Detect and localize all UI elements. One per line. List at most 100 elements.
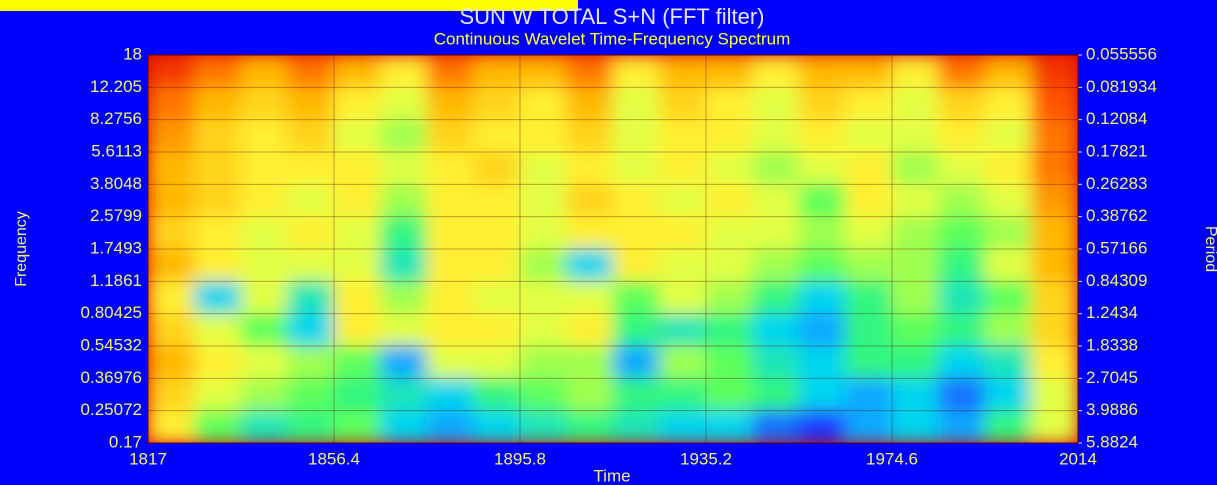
heatmap-cell: [612, 216, 660, 250]
heatmap-cell: [473, 86, 521, 121]
heatmap-cell: [891, 183, 939, 218]
y-tick-label: 12.205: [90, 77, 142, 96]
heatmap-cell: [148, 248, 195, 282]
heatmap-cell: [845, 377, 893, 412]
y2-tick-label: 0.081934: [1086, 77, 1157, 96]
y-tick-label: 8.2756: [90, 109, 142, 128]
y-tick-label: 18: [123, 44, 142, 63]
heatmap-cell: [333, 119, 381, 153]
heatmap-cell: [984, 86, 1032, 121]
heatmap-cell: [798, 313, 846, 347]
heatmap-cell: [333, 377, 381, 412]
heatmap-cell: [845, 313, 893, 347]
heatmap-cell: [333, 410, 381, 443]
heatmap-cell: [566, 345, 614, 379]
heatmap-cell: [984, 345, 1032, 379]
y-tick-label: 0.80425: [81, 303, 142, 322]
heatmap-cell: [426, 280, 474, 315]
heatmap-cell: [659, 216, 707, 250]
heatmap-cell: [705, 216, 753, 250]
heatmap-cell: [984, 410, 1032, 443]
heatmap-cell: [519, 345, 567, 379]
heatmap-cell: [566, 151, 614, 185]
heatmap-cell: [1031, 280, 1078, 315]
heatmap-cell: [891, 345, 939, 379]
heatmap-cell: [380, 183, 428, 218]
heatmap-cell: [845, 280, 893, 315]
heatmap-cell: [287, 313, 335, 347]
heatmap-cell: [984, 151, 1032, 185]
heatmap-cell: [566, 280, 614, 315]
axes: 18 12.205 8.2756 5.6113 3.8048 2.5799 1.7493 1.…: [81, 44, 1157, 468]
heatmap-cell: [612, 119, 660, 153]
heatmap-cell: [1031, 410, 1078, 443]
heatmap-cell: [148, 183, 195, 218]
heatmap-cell: [984, 183, 1032, 218]
heatmap-cell: [659, 55, 707, 88]
heatmap-cell: [566, 410, 614, 443]
heatmap-cell: [194, 119, 242, 153]
heatmap-cell: [659, 86, 707, 121]
heatmap-cell: [1031, 119, 1078, 153]
y2-tick-label: 1.2434: [1086, 303, 1138, 322]
heatmap-cell: [240, 55, 288, 88]
heatmap-cell: [845, 55, 893, 88]
heatmap-cell: [984, 280, 1032, 315]
chart-subtitle: Continuous Wavelet Time-Frequency Spectr…: [434, 29, 791, 48]
heatmap-cell: [240, 119, 288, 153]
heatmap-cell: [891, 216, 939, 250]
heatmap-cell: [426, 377, 474, 412]
heatmap-cell: [380, 151, 428, 185]
heatmap-cell: [891, 313, 939, 347]
heatmap-cell: [752, 377, 800, 412]
heatmap-cell: [938, 86, 986, 121]
y2-tick-label: 2.7045: [1086, 368, 1138, 387]
heatmap-cell: [705, 86, 753, 121]
heatmap-cell: [333, 313, 381, 347]
heatmap-cell: [380, 410, 428, 443]
heatmap-cell: [473, 377, 521, 412]
heatmap-cell: [194, 151, 242, 185]
heatmap-cell: [240, 280, 288, 315]
heatmap-cell: [705, 248, 753, 282]
heatmap-cell: [984, 119, 1032, 153]
heatmap-cell: [473, 216, 521, 250]
heatmap-cell: [845, 151, 893, 185]
heatmap-cell: [1031, 345, 1078, 379]
heatmap-cell: [891, 280, 939, 315]
y2-tick-label: 0.38762: [1086, 206, 1147, 225]
heatmap-cells: [148, 55, 1078, 443]
heatmap-cell: [984, 55, 1032, 88]
heatmap-cell: [287, 248, 335, 282]
heatmap-cell: [380, 313, 428, 347]
heatmap-cell: [287, 183, 335, 218]
heatmap-cell: [473, 280, 521, 315]
heatmap-cell: [659, 183, 707, 218]
heatmap-cell: [845, 248, 893, 282]
heatmap-cell: [380, 119, 428, 153]
heatmap-cell: [566, 86, 614, 121]
heatmap-cell: [519, 183, 567, 218]
heatmap-cell: [752, 183, 800, 218]
heatmap-cell: [891, 377, 939, 412]
heatmap-cell: [148, 151, 195, 185]
y2-tick-label: 1.8338: [1086, 335, 1138, 354]
plot-border: [147, 54, 1079, 444]
header-strip: [0, 0, 578, 11]
heatmap-cell: [612, 86, 660, 121]
heatmap-cell: [240, 151, 288, 185]
x-tick-label: 1935.2: [680, 449, 732, 468]
heatmap-cell: [519, 280, 567, 315]
x-tick-label: 1817: [129, 449, 167, 468]
y2-tick-label: 0.055556: [1086, 44, 1157, 63]
heatmap-cell: [705, 410, 753, 443]
heatmap: [148, 55, 1078, 443]
y2-tick-label: 0.84309: [1086, 271, 1147, 290]
heatmap-cell: [891, 410, 939, 443]
heatmap-cell: [752, 345, 800, 379]
heatmap-cell: [612, 377, 660, 412]
heatmap-cell: [473, 248, 521, 282]
heatmap-cell: [426, 86, 474, 121]
